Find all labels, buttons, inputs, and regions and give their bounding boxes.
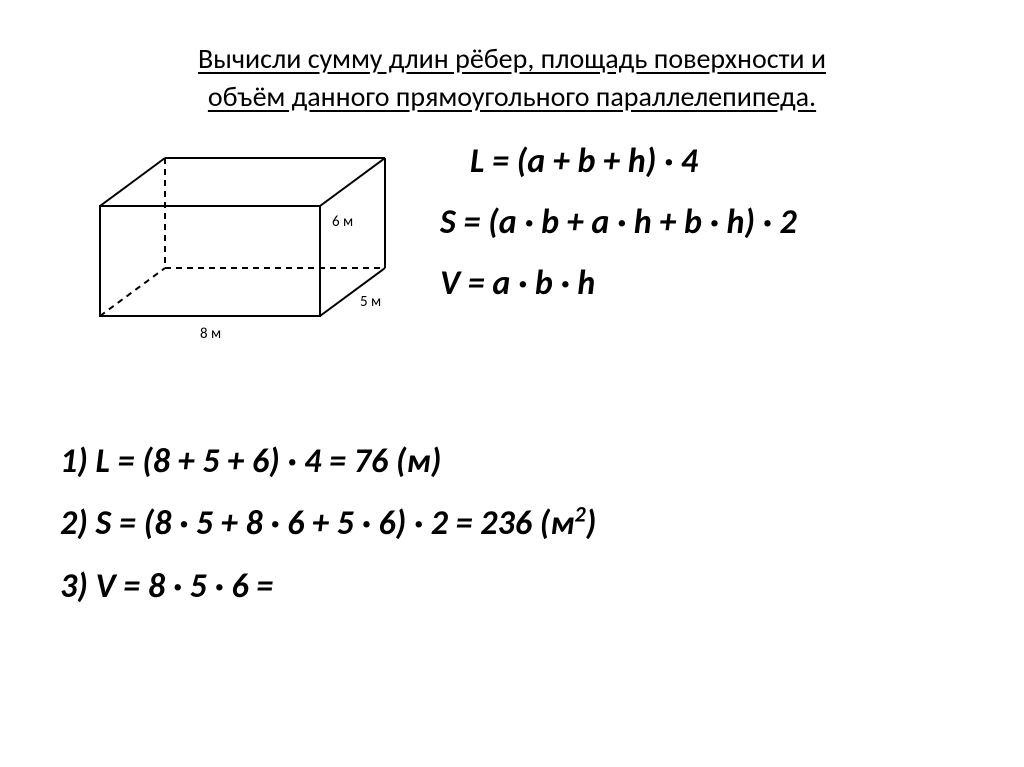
formula-surface: S = (a · b + a · h + b · h) · 2 bbox=[440, 192, 974, 253]
parallelepiped-diagram: 6 м 5 м 8 м bbox=[70, 146, 420, 376]
upper-row: 6 м 5 м 8 м L = (a + b + h) · 4 S = (a ·… bbox=[50, 126, 974, 381]
formula-block: L = (a + b + h) · 4 S = (a · b + a · h +… bbox=[430, 126, 974, 315]
slide-page: Вычисли сумму длин рёбер, площадь поверх… bbox=[0, 0, 1024, 767]
calculations-block: 1) L = (8 + 5 + 6) · 4 = 76 (м) 2) S = (… bbox=[50, 431, 974, 620]
formula-edges: L = (a + b + h) · 4 bbox=[440, 131, 974, 192]
label-width: 8 м bbox=[200, 325, 221, 343]
hidden-bottom-left-diag bbox=[100, 268, 165, 316]
slide-title: Вычисли сумму длин рёбер, площадь поверх… bbox=[50, 40, 974, 116]
calc2-post: ) bbox=[586, 503, 597, 544]
front-face bbox=[100, 206, 320, 316]
top-right-edge bbox=[320, 158, 385, 206]
label-depth: 5 м bbox=[360, 293, 381, 311]
calc-line-1: 1) L = (8 + 5 + 6) · 4 = 76 (м) bbox=[60, 431, 974, 494]
top-left-edge bbox=[100, 158, 165, 206]
title-line-1: Вычисли сумму длин рёбер, площадь поверх… bbox=[198, 41, 826, 76]
formula-volume: V = a · b · h bbox=[440, 253, 974, 314]
label-height: 6 м bbox=[332, 213, 353, 231]
calc2-pre: 2) S = (8 · 5 + 8 · 6 + 5 · 6) · 2 = 236… bbox=[60, 503, 574, 544]
calc-line-2: 2) S = (8 · 5 + 8 · 6 + 5 · 6) · 2 = 236… bbox=[60, 493, 974, 556]
diagram-container: 6 м 5 м 8 м bbox=[50, 126, 430, 381]
calc-line-3: 3) V = 8 · 5 · 6 = bbox=[60, 556, 974, 619]
title-line-2: объём данного прямоугольного параллелепи… bbox=[208, 79, 816, 114]
calc2-sup: 2 bbox=[574, 501, 585, 528]
